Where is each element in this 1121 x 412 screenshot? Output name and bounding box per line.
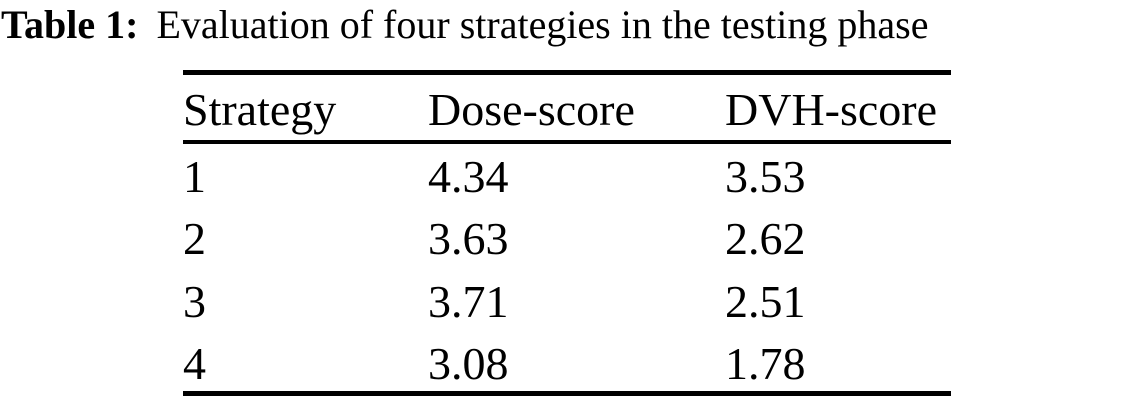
table-row: 1 4.34 3.53 [183,142,951,205]
cell-strategy: 2 [183,213,206,264]
table-caption: Table 1: Evaluation of four strategies in… [1,1,928,49]
table-row: 4 3.08 1.78 [183,331,951,394]
cell-dvh-score: 2.62 [725,213,806,264]
cell-strategy: 3 [183,276,206,327]
cell-dose-score: 3.63 [428,213,509,264]
cell-strategy: 4 [183,337,206,389]
table-row: 3 3.71 2.51 [183,268,951,331]
cell-dose-score: 3.71 [428,276,509,327]
cell-dose-score: 3.08 [428,337,509,389]
column-header-strategy: Strategy [183,84,337,136]
column-header-dvh-score: DVH-score [725,84,938,136]
column-header-dose-score: Dose-score [428,84,635,136]
cell-dvh-score: 1.78 [725,337,806,389]
cell-strategy: 1 [183,151,206,202]
cell-dose-score: 4.34 [428,151,509,202]
results-table: Strategy Dose-score DVH-score 1 4.34 3.5… [183,70,951,396]
table-header-row: Strategy Dose-score DVH-score [183,73,951,142]
table-body: 1 4.34 3.53 2 3.63 2.62 3 3.71 2.51 4 3.… [183,142,951,394]
table-caption-text: Evaluation of four strategies in the tes… [156,2,929,47]
table-header: Strategy Dose-score DVH-score [183,73,951,142]
cell-dvh-score: 2.51 [725,276,806,327]
results-table-wrapper: Strategy Dose-score DVH-score 1 4.34 3.5… [183,70,951,396]
table-caption-label: Table 1: [1,2,139,47]
cell-dvh-score: 3.53 [725,151,806,202]
table-row: 2 3.63 2.62 [183,205,951,268]
